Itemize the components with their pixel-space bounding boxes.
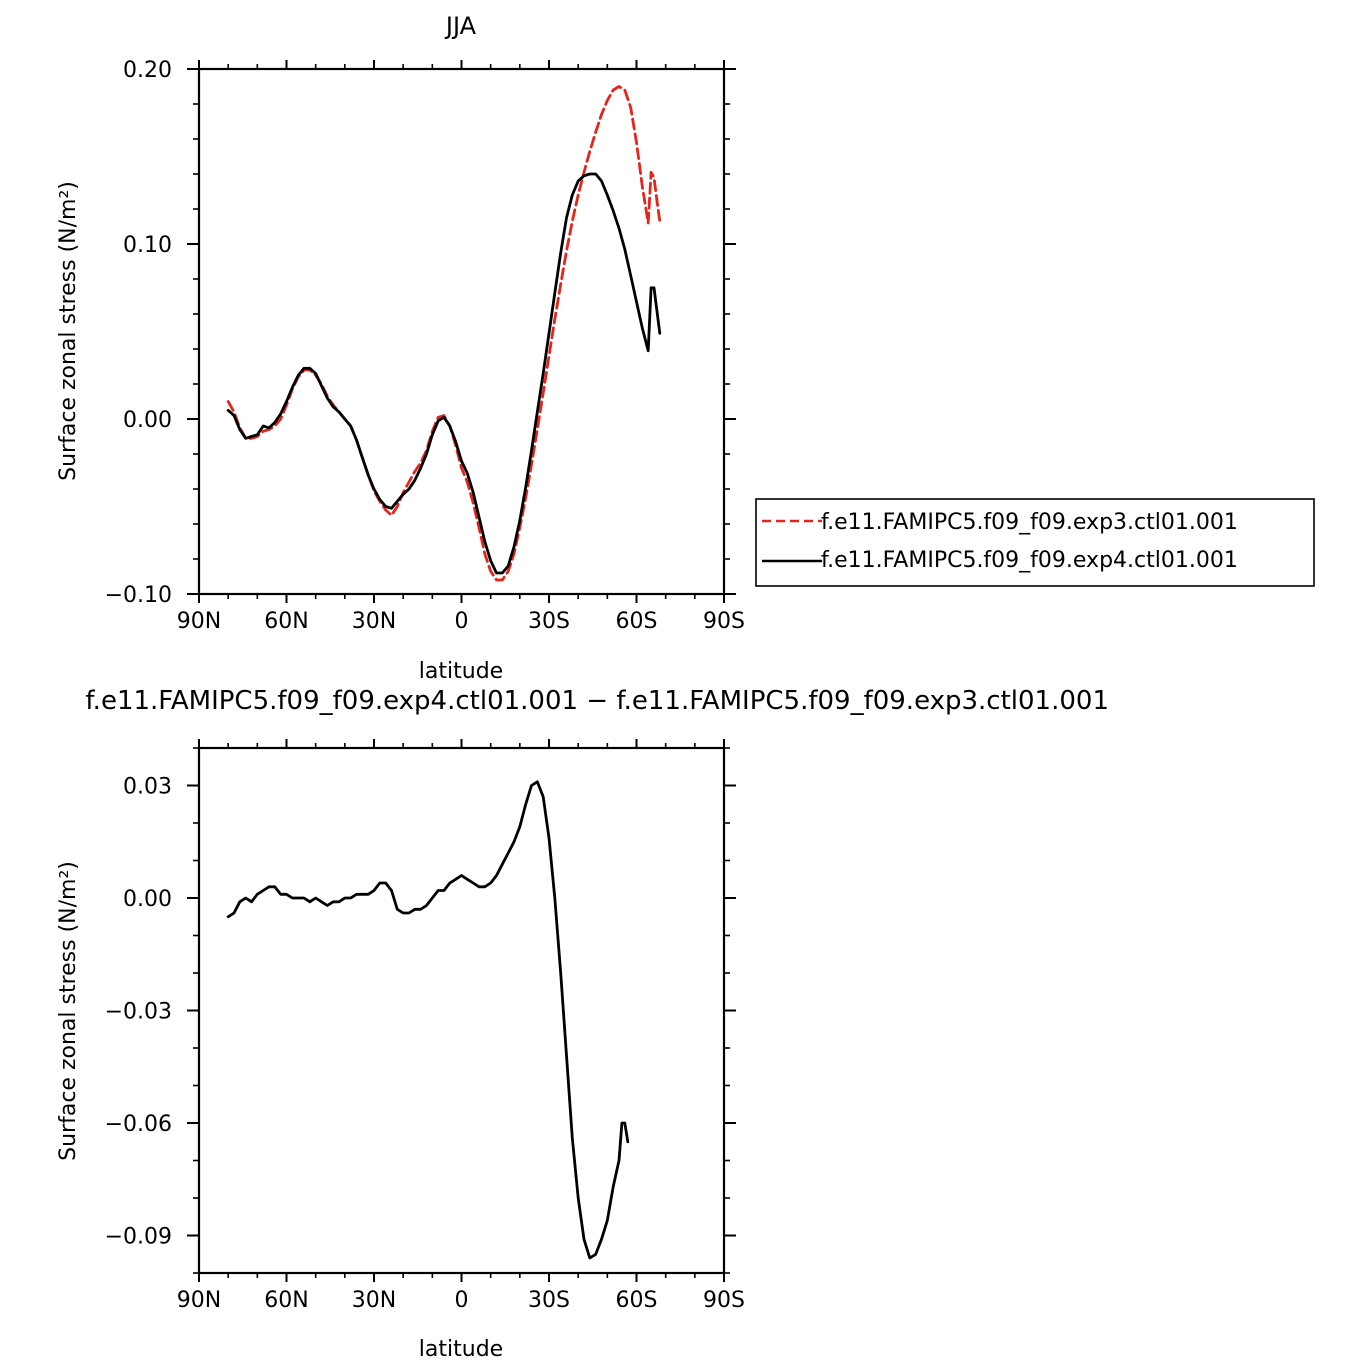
top-panel-y-axis-label: Surface zonal stress (N/m²) (56, 181, 81, 481)
bottom-x-tick-label: 30N (352, 1288, 396, 1313)
top-panel-series (226, 85, 662, 582)
bottom-panel-y-axis-label: Surface zonal stress (N/m²) (56, 861, 81, 1161)
legend-box (755, 498, 1315, 587)
bottom-panel-plot-frame (197, 746, 726, 1275)
bottom-x-tick-label: 60N (264, 1288, 308, 1313)
bottom-panel-ticks: 90N 60N 30N 0 30S 60S 90S −0.09 −0.06 −0.03 0.00 0.… (105, 739, 745, 1313)
top-panel-plot-frame (197, 67, 726, 596)
top-panel: JJA 90N 60N 30N 0 30S 60S 90S −0.10 0.00 0.10 0.20… (56, 12, 1315, 684)
top-y-tick-label: −0.10 (105, 583, 172, 608)
bottom-x-tick-label: 90N (177, 1288, 221, 1313)
bottom-panel-x-axis-label: latitude (419, 1337, 503, 1362)
top-x-tick-label: 0 (455, 609, 469, 634)
bottom-y-tick-label: −0.06 (105, 1112, 172, 1137)
bottom-panel-series (226, 780, 630, 1260)
bottom-panel-title: f.e11.FAMIPC5.f09_f09.exp4.ctl01.001 − f… (85, 686, 1109, 716)
top-x-tick-label: 60S (616, 609, 658, 634)
top-x-tick-label: 30N (352, 609, 396, 634)
top-series-line-0 (226, 85, 662, 582)
bottom-panel: f.e11.FAMIPC5.f09_f09.exp4.ctl01.001 − f… (56, 686, 1109, 1362)
top-x-tick-label: 90S (703, 609, 745, 634)
top-x-tick-label: 30S (528, 609, 570, 634)
legend-label-exp3: f.e11.FAMIPC5.f09_f09.exp3.ctl01.001 (821, 510, 1238, 535)
bottom-x-tick-label: 90S (703, 1288, 745, 1313)
top-panel-ticks: 90N 60N 30N 0 30S 60S 90S −0.10 0.00 0.10 0.20 (105, 58, 745, 634)
bottom-x-tick-label: 30S (528, 1288, 570, 1313)
bottom-y-tick-label: 0.00 (123, 887, 172, 912)
bottom-series-line-0 (226, 780, 630, 1260)
top-series-line-1 (226, 172, 662, 575)
top-panel-title: JJA (444, 12, 477, 40)
bottom-y-tick-label: −0.03 (105, 1000, 172, 1025)
top-panel-x-axis-label: latitude (419, 659, 503, 684)
top-y-tick-label: 0.00 (123, 408, 172, 433)
top-y-tick-label: 0.20 (123, 58, 172, 83)
top-y-tick-label: 0.10 (123, 233, 172, 258)
top-x-tick-label: 90N (177, 609, 221, 634)
bottom-y-tick-label: −0.09 (105, 1225, 172, 1250)
legend-label-exp4: f.e11.FAMIPC5.f09_f09.exp4.ctl01.001 (821, 548, 1238, 573)
bottom-x-tick-label: 0 (455, 1288, 469, 1313)
bottom-y-tick-label: 0.03 (123, 775, 172, 800)
top-x-tick-label: 60N (264, 609, 308, 634)
legend: f.e11.FAMIPC5.f09_f09.exp3.ctl01.001 f.e… (755, 498, 1315, 587)
bottom-x-tick-label: 60S (616, 1288, 658, 1313)
